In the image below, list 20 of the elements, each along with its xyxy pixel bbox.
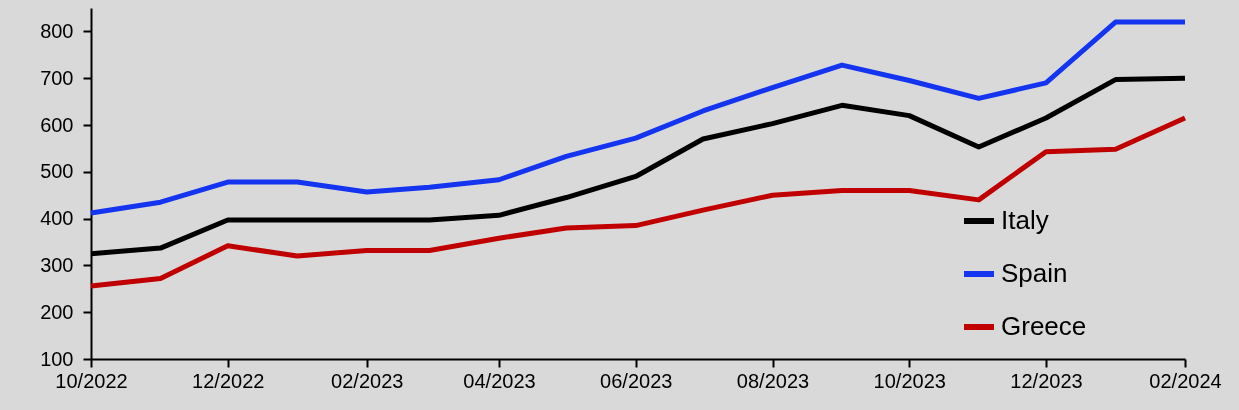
legend-label: Spain	[1001, 258, 1068, 288]
y-tick-label: 300	[40, 253, 74, 276]
x-tick-label: 12/2022	[192, 369, 265, 392]
x-tick-label: 10/2023	[873, 369, 946, 392]
x-tick-label: 06/2023	[600, 369, 673, 392]
y-tick-label: 800	[40, 19, 74, 42]
x-tick-label: 08/2023	[736, 369, 810, 392]
y-tick-label: 700	[40, 66, 74, 89]
x-tick-label: 02/2023	[331, 369, 404, 392]
x-tick-label: 12/2023	[1010, 369, 1083, 392]
y-tick-label: 200	[40, 300, 74, 323]
y-tick-label: 600	[40, 113, 74, 136]
y-tick-label: 100	[40, 347, 74, 370]
x-tick-label: 10/2022	[55, 369, 128, 392]
x-tick-label: 04/2023	[463, 369, 536, 392]
y-tick-label: 500	[40, 160, 74, 183]
y-tick-label: 400	[40, 207, 74, 230]
x-tick-label: 02/2024	[1149, 369, 1222, 392]
legend-label: Italy	[1001, 205, 1049, 235]
legend-label: Greece	[1001, 311, 1087, 341]
